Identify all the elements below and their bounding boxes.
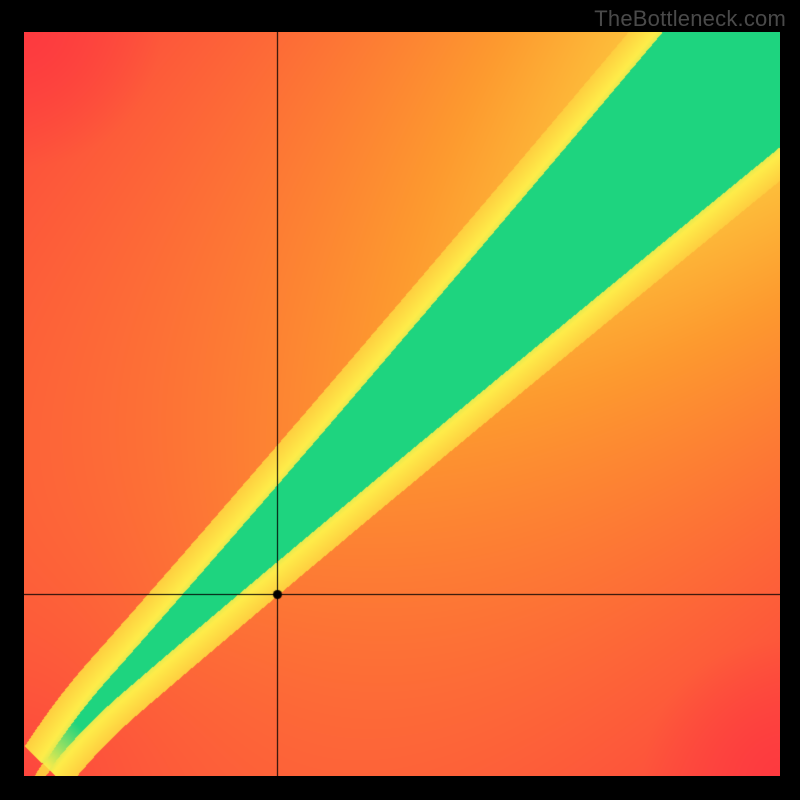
watermark-text: TheBottleneck.com [594,6,786,32]
heatmap-canvas [24,32,780,776]
heatmap-plot [24,32,780,776]
